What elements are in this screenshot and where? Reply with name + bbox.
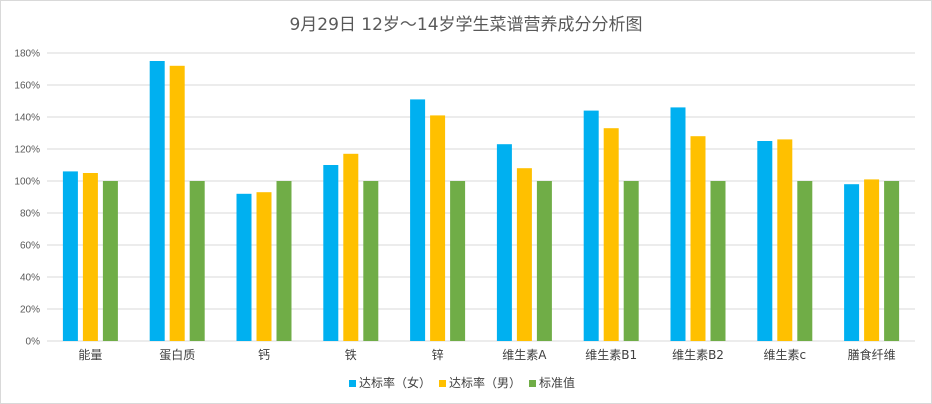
y-tick-label: 180% [14,49,40,60]
bar-2-1 [82,173,98,341]
bar-1-9 [757,141,773,341]
bar-2-3 [256,192,272,341]
category-label: 维生素c [763,348,806,362]
chart-title: 9月29日 12岁～14岁学生菜谱营养成分分析图 [289,15,643,35]
bar-2-4 [343,153,359,341]
bar-2-6 [516,168,532,341]
bar-3-9 [797,181,813,341]
y-tick-label: 140% [14,113,40,124]
bar-1-2 [149,61,165,341]
bar-3-3 [276,181,292,341]
bar-1-7 [583,110,599,341]
category-label: 铁 [345,348,357,362]
y-tick-label: 40% [20,273,40,284]
bar-2-9 [777,139,793,341]
bar-1-6 [496,144,512,341]
legend-swatch [529,380,536,387]
y-tick-label: 60% [20,241,40,252]
y-tick-label: 160% [14,81,40,92]
legend-swatch [439,380,446,387]
bar-2-5 [430,115,446,342]
bar-2-7 [603,128,619,341]
bar-3-5 [450,181,466,341]
legend-label: 达标率（男） [449,375,521,390]
category-label: 锌 [432,348,444,362]
category-label: 能量 [78,348,102,362]
y-tick-label: 100% [14,177,40,188]
legend-label: 达标率（女） [359,375,431,390]
bar-1-10 [844,184,860,341]
legend-label: 标准值 [539,375,575,390]
bar-1-3 [236,193,252,341]
y-tick-label: 80% [20,209,40,220]
category-label: 维生素B1 [585,348,637,362]
y-tick-label: 0% [26,337,41,348]
category-label: 钙 [258,348,270,362]
bar-3-2 [189,181,205,341]
bar-3-10 [884,181,900,341]
bar-3-1 [102,181,118,341]
legend-swatch [349,380,356,387]
bar-3-4 [363,181,379,341]
category-label: 膳食纤维 [848,347,896,362]
category-label: 维生素A [502,348,547,362]
bar-1-8 [670,107,686,342]
bar-3-7 [623,181,639,341]
bar-3-6 [536,181,552,341]
y-tick-label: 120% [14,145,40,156]
bar-3-8 [710,181,726,341]
bar-2-2 [169,65,185,342]
category-label: 维生素B2 [672,348,724,362]
category-label: 蛋白质 [159,347,195,362]
bar-1-1 [62,171,78,341]
bar-2-8 [690,136,706,341]
y-tick-label: 20% [20,305,40,316]
bar-1-5 [410,99,426,342]
bar-2-10 [864,179,880,341]
bar-1-4 [323,165,339,341]
